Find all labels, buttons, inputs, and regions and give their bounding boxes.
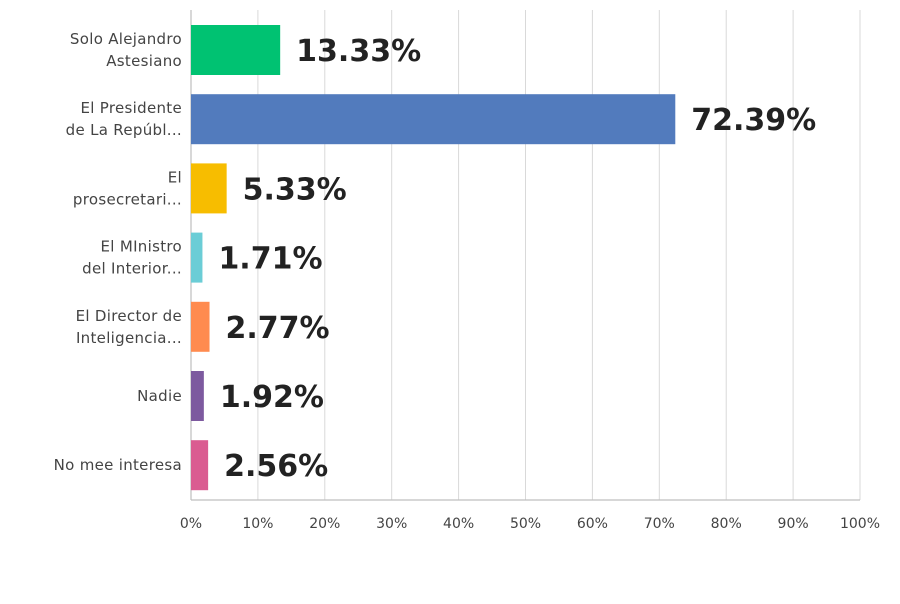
data-label: 5.33% [243,172,347,207]
category-label: Astesiano [106,52,182,70]
bar-2 [191,163,227,214]
category-label: Nadie [137,387,182,405]
x-tick-label: 50% [510,516,541,532]
data-label: 72.39% [691,103,816,138]
data-label: 13.33% [296,34,421,69]
x-tick-label: 20% [309,516,340,532]
data-label: 2.77% [226,311,330,346]
bar-1 [191,94,676,145]
category-label: El Director de [76,307,182,325]
data-label: 1.92% [220,380,324,415]
category-label: del Interior... [82,260,182,278]
category-labels: Solo Alejandro Astesiano El Presidente de L… [54,30,182,474]
category-label: No mee interesa [54,456,182,474]
x-tick-label: 90% [778,516,809,532]
bar-0 [191,25,281,75]
bars [191,25,676,491]
category-label: El Presidente [80,99,182,117]
category-label: El [168,168,182,186]
gridlines [190,10,861,501]
x-tick-label: 40% [443,516,474,532]
x-tick-label: 80% [711,516,742,532]
x-axis-ticks: 0% 10% 20% 30% 40% 50% 60% 70% 80% 90% 100% [180,516,880,532]
data-label: 1.71% [218,242,322,277]
bar-4 [191,301,210,352]
category-label: de La Repúbl... [66,121,182,139]
x-tick-label: 60% [577,516,608,532]
category-label: Inteligencia... [76,329,182,347]
x-tick-label: 70% [644,516,675,532]
bar-5 [191,371,204,421]
data-label: 2.56% [224,449,328,484]
x-tick-label: 30% [376,516,407,532]
category-label: Solo Alejandro [70,30,182,48]
category-label: El MInistro [101,238,182,256]
x-tick-label: 0% [180,516,202,532]
data-labels: 13.33% 72.39% 5.33% 1.71% 2.77% 1.92% 2.56% [218,34,816,484]
bar-6 [191,440,209,491]
bar-3 [191,232,203,283]
x-tick-label: 100% [840,516,880,532]
x-tick-label: 10% [242,516,273,532]
category-label: prosecretari... [73,190,182,208]
